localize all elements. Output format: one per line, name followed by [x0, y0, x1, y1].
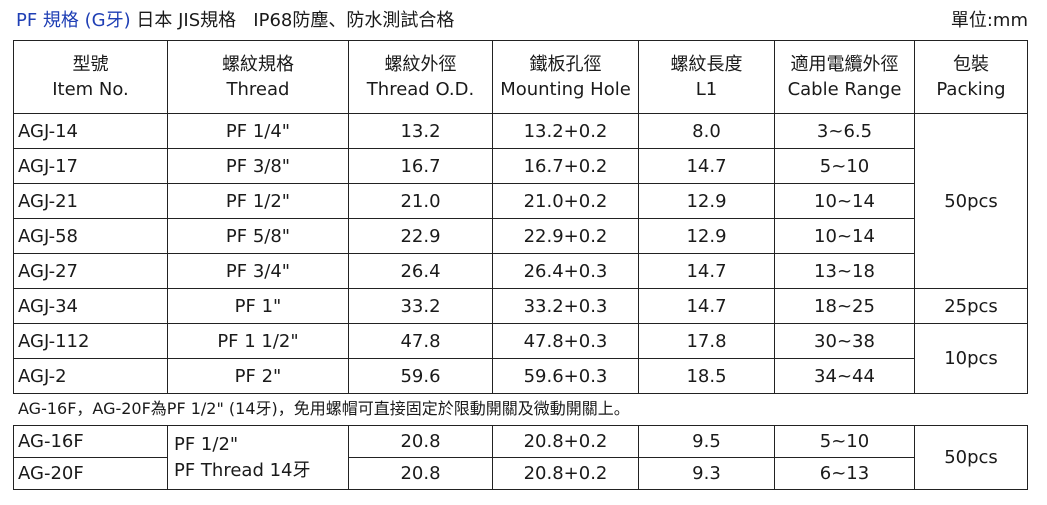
- thread-cell: PF 1/4": [167, 113, 349, 149]
- item-cell: AG-16F: [13, 425, 168, 458]
- item-cell: AGJ-2: [13, 358, 168, 394]
- cable-cell: 30~38: [774, 323, 915, 359]
- cable-cell: 3~6.5: [774, 113, 915, 149]
- table-row: AG-20F 20.8 20.8+0.2 9.3 6~13: [13, 457, 1028, 490]
- item-cell: AG-20F: [13, 457, 168, 490]
- l1-cell: 17.8: [638, 323, 775, 359]
- header-row: 型號 Item No. 螺紋規格 Thread 螺紋外徑 Thread O.D. 鐵板…: [13, 40, 1028, 114]
- cable-cell: 18~25: [774, 288, 915, 324]
- header-thread: 螺紋規格 Thread: [167, 40, 349, 114]
- item-cell: AGJ-58: [13, 218, 168, 254]
- packing-cell: 25pcs: [914, 288, 1028, 324]
- od-cell: 20.8: [348, 457, 493, 490]
- header-od: 螺紋外徑 Thread O.D.: [348, 40, 493, 114]
- thread-cell: PF 1 1/2": [167, 323, 349, 359]
- l1-cell: 9.3: [638, 457, 775, 490]
- hole-cell: 59.6+0.3: [492, 358, 639, 394]
- header-cable: 適用電纜外徑 Cable Range: [774, 40, 915, 114]
- unit-label: 單位:mm: [950, 10, 1028, 31]
- hole-cell: 13.2+0.2: [492, 113, 639, 149]
- thread-cell: PF 3/8": [167, 148, 349, 184]
- cable-cell: 10~14: [774, 183, 915, 219]
- item-cell: AGJ-27: [13, 253, 168, 289]
- header-hole: 鐵板孔徑 Mounting Hole: [492, 40, 639, 114]
- od-cell: 21.0: [348, 183, 493, 219]
- od-cell: 26.4: [348, 253, 493, 289]
- hole-cell: 33.2+0.3: [492, 288, 639, 324]
- title-prefix: PF 規格 (G牙): [16, 10, 131, 31]
- hole-cell: 16.7+0.2: [492, 148, 639, 184]
- hole-cell: 26.4+0.3: [492, 253, 639, 289]
- item-cell: AGJ-17: [13, 148, 168, 184]
- item-cell: AGJ-14: [13, 113, 168, 149]
- table-row: AGJ-34 PF 1" 33.2 33.2+0.3 14.7 18~25 25pcs: [13, 288, 1028, 324]
- note-text: AG-16F，AG-20F為PF 1/2" (14牙)，免用螺帽可直接固定於限動…: [18, 399, 630, 418]
- item-cell: AGJ-112: [13, 323, 168, 359]
- thread-cell: PF 5/8": [167, 218, 349, 254]
- thread-cell: PF 1/2" PF Thread 14牙: [167, 425, 349, 490]
- cable-cell: 6~13: [774, 457, 915, 490]
- hole-cell: 20.8+0.2: [492, 457, 639, 490]
- extra-table: AG-16F PF 1/2" PF Thread 14牙 20.8 20.8+0.…: [13, 425, 1028, 490]
- item-cell: AGJ-34: [13, 288, 168, 324]
- title-rest: 日本 JIS規格 IP68防塵、防水測試合格: [130, 10, 455, 31]
- hole-cell: 20.8+0.2: [492, 425, 639, 458]
- table-row: AG-16F PF 1/2" PF Thread 14牙 20.8 20.8+0.…: [13, 425, 1028, 490]
- hole-cell: 47.8+0.3: [492, 323, 639, 359]
- item-cell: AGJ-21: [13, 183, 168, 219]
- spec-table: 型號 Item No. 螺紋規格 Thread 螺紋外徑 Thread O.D. 鐵板…: [13, 40, 1028, 394]
- cable-cell: 5~10: [774, 425, 915, 458]
- thread-cell: PF 3/4": [167, 253, 349, 289]
- header-packing: 包裝 Packing: [914, 40, 1028, 114]
- cable-cell: 34~44: [774, 358, 915, 394]
- thread-cell: PF 2": [167, 358, 349, 394]
- table-row: AGJ-2 PF 2" 59.6 59.6+0.3 18.5 34~44: [13, 358, 1028, 394]
- hole-cell: 22.9+0.2: [492, 218, 639, 254]
- l1-cell: 8.0: [638, 113, 775, 149]
- od-cell: 33.2: [348, 288, 493, 324]
- cable-cell: 10~14: [774, 218, 915, 254]
- packing-cell: 10pcs: [914, 323, 1028, 394]
- l1-cell: 14.7: [638, 253, 775, 289]
- table-row: AGJ-58 PF 5/8" 22.9 22.9+0.2 12.9 10~14: [13, 218, 1028, 254]
- l1-cell: 14.7: [638, 288, 775, 324]
- thread-cell: PF 1": [167, 288, 349, 324]
- header-item: 型號 Item No.: [13, 40, 168, 114]
- table-row: AGJ-21 PF 1/2" 21.0 21.0+0.2 12.9 10~14: [13, 183, 1028, 219]
- cable-cell: 13~18: [774, 253, 915, 289]
- od-cell: 16.7: [348, 148, 493, 184]
- l1-cell: 14.7: [638, 148, 775, 184]
- table-row: AGJ-112 PF 1 1/2" 47.8 47.8+0.3 17.8 30~38 10p…: [13, 323, 1028, 394]
- od-cell: 20.8: [348, 425, 493, 458]
- packing-cell: 50pcs: [914, 113, 1028, 289]
- l1-cell: 12.9: [638, 183, 775, 219]
- od-cell: 13.2: [348, 113, 493, 149]
- od-cell: 59.6: [348, 358, 493, 394]
- hole-cell: 21.0+0.2: [492, 183, 639, 219]
- table-row: AGJ-14 PF 1/4" 13.2 13.2+0.2 8.0 3~6.5 50pcs: [13, 113, 1028, 289]
- packing-cell: 50pcs: [914, 425, 1028, 490]
- table-row: AGJ-17 PF 3/8" 16.7 16.7+0.2 14.7 5~10: [13, 148, 1028, 184]
- cable-cell: 5~10: [774, 148, 915, 184]
- header-l1: 螺紋長度 L1: [638, 40, 775, 114]
- table-row: AGJ-27 PF 3/4" 26.4 26.4+0.3 14.7 13~18: [13, 253, 1028, 289]
- od-cell: 47.8: [348, 323, 493, 359]
- thread-cell: PF 1/2": [167, 183, 349, 219]
- page-title: PF 規格 (G牙) 日本 JIS規格 IP68防塵、防水測試合格 單位:mm: [16, 8, 1028, 34]
- l1-cell: 9.5: [638, 425, 775, 458]
- l1-cell: 12.9: [638, 218, 775, 254]
- l1-cell: 18.5: [638, 358, 775, 394]
- od-cell: 22.9: [348, 218, 493, 254]
